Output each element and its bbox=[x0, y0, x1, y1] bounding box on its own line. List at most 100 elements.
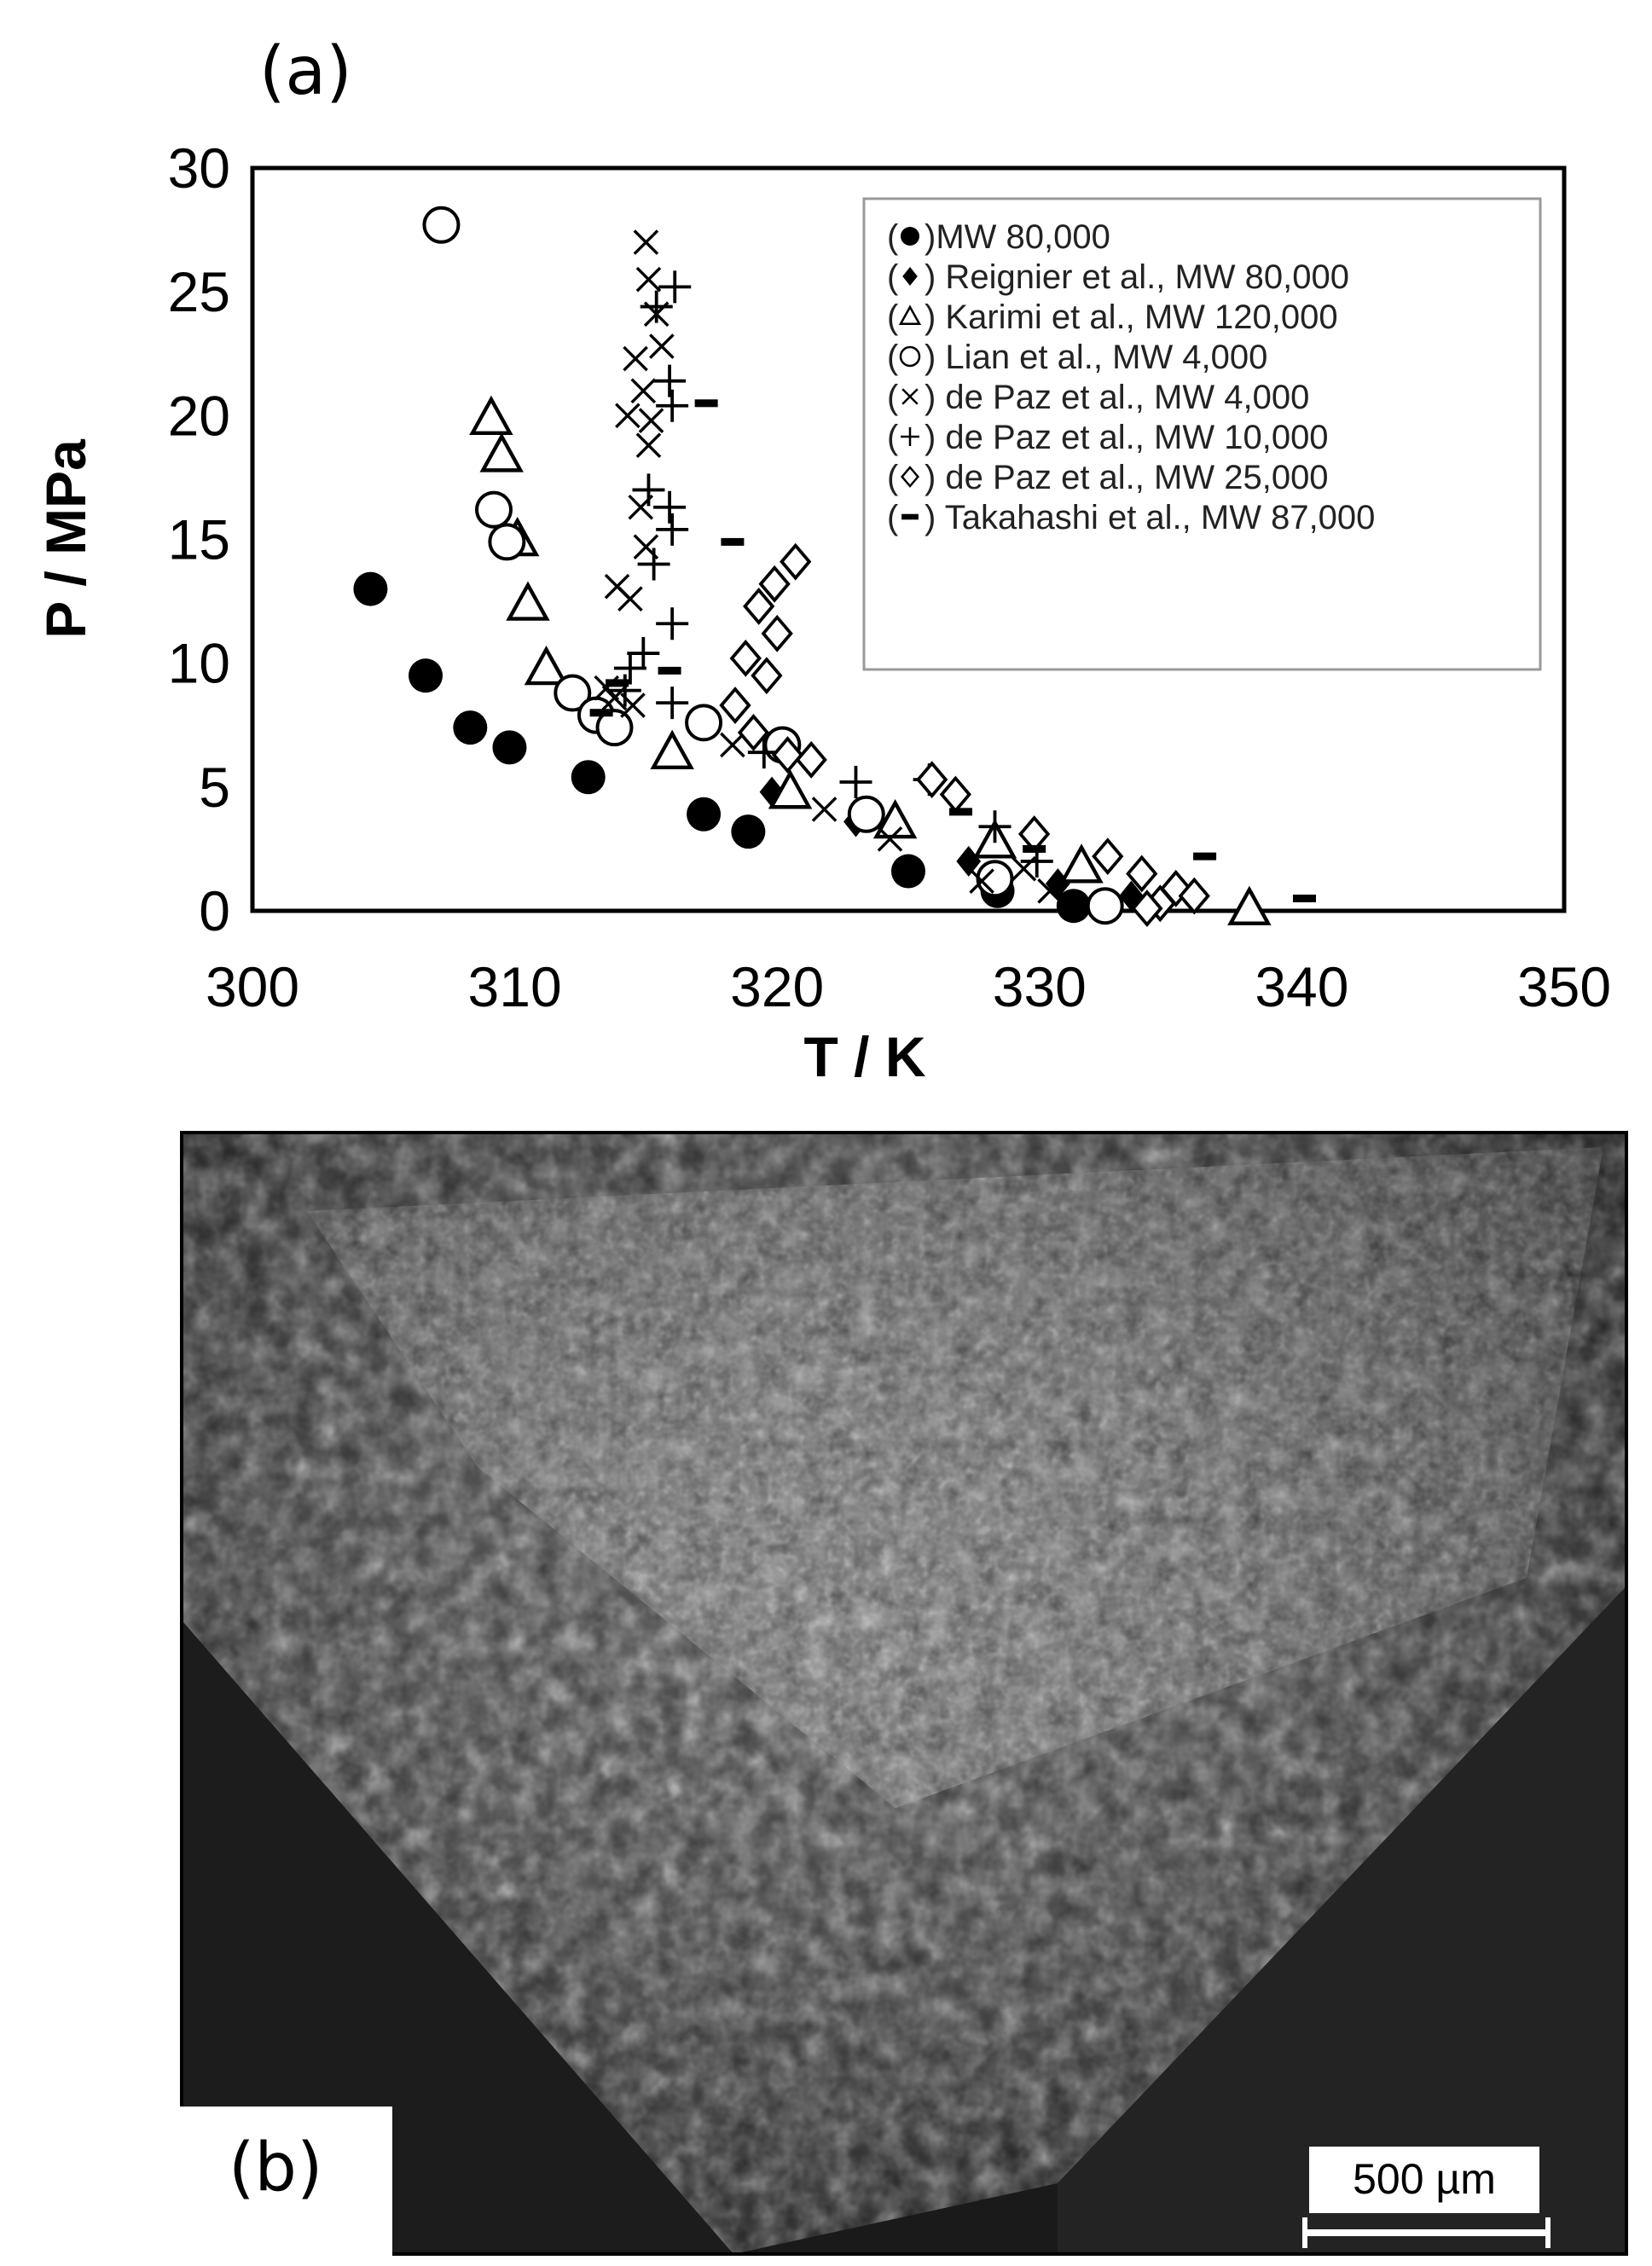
marker-shape bbox=[1126, 855, 1158, 893]
data-point-plus bbox=[656, 513, 689, 546]
marker-shape bbox=[469, 395, 513, 436]
data-point-open-circle bbox=[595, 709, 634, 747]
y-tick-label: 25 bbox=[168, 260, 230, 323]
marker-shape bbox=[731, 814, 766, 849]
x-tick-label: 330 bbox=[993, 955, 1087, 1018]
legend-marker bbox=[901, 513, 919, 520]
legend-paren: ( bbox=[887, 459, 899, 496]
panel-a-label: (a) bbox=[259, 33, 352, 110]
marker-shape bbox=[751, 657, 783, 695]
data-point-open-diamond bbox=[939, 775, 972, 814]
marker-shape bbox=[898, 304, 922, 326]
marker-shape bbox=[1193, 852, 1217, 861]
legend-paren: ( bbox=[887, 298, 899, 336]
marker-shape bbox=[969, 868, 994, 894]
legend-item: ()MW 80,000 bbox=[887, 218, 1110, 256]
micrograph-dark-region-left bbox=[182, 1620, 733, 2254]
legend-item: () de Paz et al., MW 25,000 bbox=[887, 459, 1329, 496]
data-point-x bbox=[969, 868, 994, 894]
data-point-x bbox=[877, 826, 903, 852]
marker-shape bbox=[891, 854, 925, 889]
marker-shape bbox=[901, 427, 919, 446]
data-point-plus bbox=[656, 607, 689, 640]
marker-shape bbox=[630, 378, 657, 404]
data-point-dash bbox=[721, 537, 745, 546]
x-tick-labels: 300 310 320 330 340 350 bbox=[206, 955, 1611, 1018]
marker-shape bbox=[595, 709, 634, 747]
data-point-plus bbox=[839, 766, 872, 799]
data-point-x bbox=[635, 432, 662, 458]
data-point-filled-circle bbox=[891, 854, 925, 889]
marker-shape bbox=[780, 542, 812, 581]
panel-b-label: (b) bbox=[229, 2130, 322, 2206]
marker-shape bbox=[721, 537, 745, 546]
marker-shape bbox=[656, 687, 689, 720]
marker-shape bbox=[656, 607, 689, 640]
data-point-open-circle bbox=[685, 704, 723, 742]
data-point-x bbox=[649, 333, 675, 359]
marker-shape bbox=[627, 637, 660, 670]
data-point-plus bbox=[658, 270, 692, 304]
data-point-open-diamond bbox=[795, 740, 827, 779]
marker-shape bbox=[506, 581, 550, 621]
data-point-dash bbox=[658, 666, 681, 675]
data-point-x bbox=[635, 266, 662, 293]
micrograph-frame bbox=[180, 1131, 1628, 2256]
micrograph-dark-region bbox=[1058, 1586, 1626, 2254]
x-tick-label: 320 bbox=[730, 955, 824, 1018]
scale-bar-label-box bbox=[1309, 2147, 1539, 2213]
data-point-open-triangle bbox=[650, 729, 694, 769]
legend-marker bbox=[899, 345, 921, 368]
data-point-filled-circle bbox=[492, 730, 527, 765]
marker-shape bbox=[353, 571, 388, 606]
marker-shape bbox=[524, 645, 569, 686]
data-point-dash bbox=[1292, 894, 1316, 902]
marker-shape bbox=[902, 267, 918, 286]
data-point-open-circle bbox=[474, 490, 513, 529]
data-point-x bbox=[811, 797, 838, 822]
data-point-x bbox=[720, 732, 745, 758]
series-open-diamond bbox=[719, 542, 1210, 928]
data-point-x bbox=[633, 229, 659, 255]
marker-shape bbox=[638, 408, 664, 433]
marker-shape bbox=[422, 206, 461, 244]
legend-item: () de Paz et al., MW 10,000 bbox=[887, 419, 1329, 456]
data-point-open-diamond bbox=[1131, 890, 1163, 928]
marker-shape bbox=[916, 761, 948, 799]
data-point-x bbox=[623, 345, 648, 372]
scaffold-shading bbox=[182, 1133, 1626, 2254]
marker-shape bbox=[1059, 843, 1104, 884]
data-point-filled-circle bbox=[687, 797, 722, 832]
data-point-plus bbox=[978, 810, 1011, 843]
marker-shape bbox=[743, 587, 775, 625]
marker-shape bbox=[901, 513, 919, 520]
marker-shape bbox=[956, 845, 982, 877]
data-point-open-triangle bbox=[479, 432, 524, 472]
data-point-dash bbox=[949, 808, 973, 816]
data-point-open-diamond bbox=[916, 761, 948, 799]
series-filled-circle bbox=[353, 571, 1091, 924]
x-tick-label: 310 bbox=[468, 955, 562, 1018]
marker-shape bbox=[1178, 877, 1210, 915]
marker-shape bbox=[656, 389, 689, 422]
data-point-open-diamond bbox=[751, 657, 783, 695]
data-point-filled-circle bbox=[731, 814, 766, 849]
marker-shape bbox=[771, 736, 804, 774]
y-tick-label: 10 bbox=[168, 632, 230, 695]
data-point-plus bbox=[640, 290, 673, 323]
data-point-open-triangle bbox=[506, 581, 550, 621]
marker-shape bbox=[720, 732, 745, 758]
marker-shape bbox=[637, 548, 670, 581]
legend-paren: ( bbox=[887, 499, 899, 536]
data-point-open-circle bbox=[847, 795, 885, 833]
marker-shape bbox=[1119, 880, 1144, 912]
data-point-open-circle bbox=[422, 206, 461, 244]
legend-paren: ( bbox=[887, 258, 899, 296]
data-point-open-circle bbox=[1086, 887, 1124, 925]
marker-shape bbox=[554, 674, 592, 712]
marker-shape bbox=[1056, 889, 1091, 924]
marker-shape bbox=[613, 652, 646, 685]
legend-paren: ( bbox=[887, 379, 899, 416]
marker-shape bbox=[635, 432, 662, 458]
legend-marker bbox=[898, 304, 922, 326]
